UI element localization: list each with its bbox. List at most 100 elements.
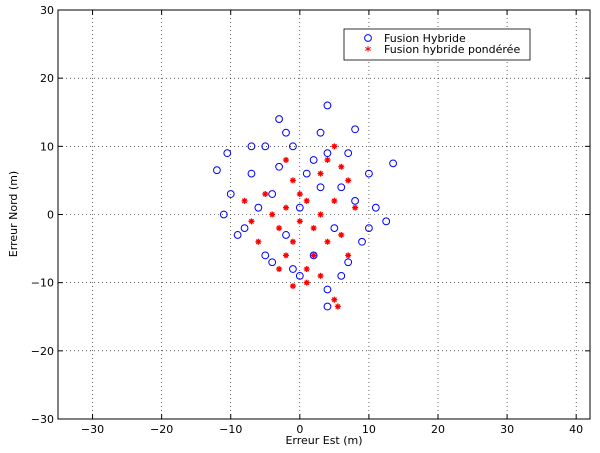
data-point-circle: [309, 251, 318, 260]
data-point-circle: [295, 271, 304, 280]
data-point-star: [269, 211, 276, 218]
data-point-star: [276, 225, 283, 232]
data-point-circle: [309, 156, 318, 164]
plot-area: [213, 101, 397, 311]
gridlines: [58, 9, 590, 420]
data-point-circle: [226, 190, 235, 198]
series-0: [213, 101, 397, 311]
data-point-circle: [289, 142, 297, 151]
data-point-circle: [247, 169, 256, 178]
data-point-star: [338, 163, 345, 170]
y-tick-label: 20: [40, 72, 54, 85]
y-tick-label: 10: [40, 140, 54, 153]
data-point-circle: [240, 224, 249, 233]
data-point-circle: [365, 224, 373, 233]
data-point-star: [303, 266, 310, 273]
axis-ticks: −30 −20 −10 0 10 20 30 40 −30 −20 −10 0 10 20 30: [31, 4, 590, 436]
x-tick-label: −30: [81, 423, 104, 436]
data-point-circle: [289, 265, 297, 273]
data-point-circle: [275, 162, 283, 171]
data-point-star: [296, 191, 303, 198]
data-point-star: [283, 252, 289, 259]
data-point-star: [317, 170, 324, 177]
data-point-circle: [389, 159, 397, 168]
data-point-circle: [213, 166, 221, 175]
data-point-star: [310, 252, 317, 259]
data-point-circle: [295, 203, 304, 212]
data-point-circle: [233, 231, 242, 239]
data-point-star: [303, 197, 310, 204]
data-point-circle: [316, 183, 325, 192]
data-point-circle: [268, 258, 277, 267]
data-point-circle: [371, 203, 380, 212]
data-point-circle: [219, 210, 228, 219]
x-tick-label: −20: [150, 423, 173, 436]
legend-marker-fusion-hybride: [364, 34, 372, 42]
x-tick-label: −10: [219, 423, 242, 436]
legend: Fusion Hybride * Fusion hybride pondérée: [343, 28, 531, 61]
legend-box: [343, 28, 531, 61]
data-point-star: [324, 238, 331, 245]
data-point-star: [317, 211, 324, 218]
data-point-circle: [323, 101, 332, 110]
data-point-star: [289, 177, 296, 184]
x-tick-label: 40: [569, 423, 583, 436]
x-axis-label: Erreur Est (m): [285, 434, 362, 447]
y-tick-label: −20: [31, 345, 54, 358]
data-point-star: [241, 197, 248, 204]
data-point-circle: [223, 149, 232, 158]
x-tick-label: 30: [500, 423, 514, 436]
data-point-star: [331, 197, 338, 204]
y-tick-label: −10: [31, 277, 54, 290]
data-point-circle: [382, 217, 391, 226]
data-point-circle: [316, 128, 325, 137]
data-point-star: [345, 177, 352, 184]
data-point-star: [296, 218, 303, 225]
data-point-circle: [351, 125, 359, 134]
data-point-star: [303, 279, 310, 286]
data-point-star: [262, 191, 269, 198]
data-point-star: [331, 296, 338, 303]
data-point-star: [289, 238, 296, 245]
data-point-star: [334, 303, 341, 310]
legend-marker-fusion-hybride-ponderee: *: [365, 44, 372, 58]
x-tick-label: 20: [431, 423, 445, 436]
legend-label-fusion-hybride: Fusion Hybride: [384, 32, 466, 45]
data-point-circle: [282, 128, 290, 137]
data-point-circle: [261, 251, 270, 260]
y-axis-label: Erreur Nord (m): [7, 171, 20, 257]
data-point-star: [248, 218, 255, 225]
x-tick-label: 0: [296, 423, 303, 436]
data-point-star: [289, 283, 296, 290]
data-point-circle: [268, 190, 277, 198]
data-point-star: [283, 204, 289, 211]
x-tick-label: 10: [362, 423, 376, 436]
data-point-circle: [351, 196, 359, 205]
data-point-circle: [344, 149, 353, 158]
data-point-circle: [358, 237, 366, 246]
data-point-star: [283, 156, 289, 163]
data-point-star: [276, 266, 283, 273]
data-point-circle: [330, 224, 339, 233]
data-point-star: [331, 143, 338, 150]
y-tick-label: −30: [31, 413, 54, 426]
data-point-star: [352, 204, 359, 211]
y-tick-label: 30: [40, 4, 54, 17]
data-point-circle: [323, 285, 332, 294]
data-point-circle: [344, 258, 353, 267]
data-point-star: [255, 238, 262, 245]
data-point-circle: [337, 271, 346, 280]
data-point-circle: [323, 149, 332, 158]
data-point-circle: [254, 203, 263, 212]
data-point-star: [310, 225, 317, 232]
data-point-circle: [247, 142, 256, 151]
data-point-circle: [261, 142, 270, 151]
data-point-star: [324, 156, 331, 163]
data-point-circle: [365, 169, 373, 178]
data-point-circle: [282, 231, 290, 239]
data-point-circle: [323, 302, 332, 311]
data-point-circle: [302, 169, 311, 178]
data-point-star: [338, 231, 345, 238]
data-point-circle: [275, 115, 283, 123]
